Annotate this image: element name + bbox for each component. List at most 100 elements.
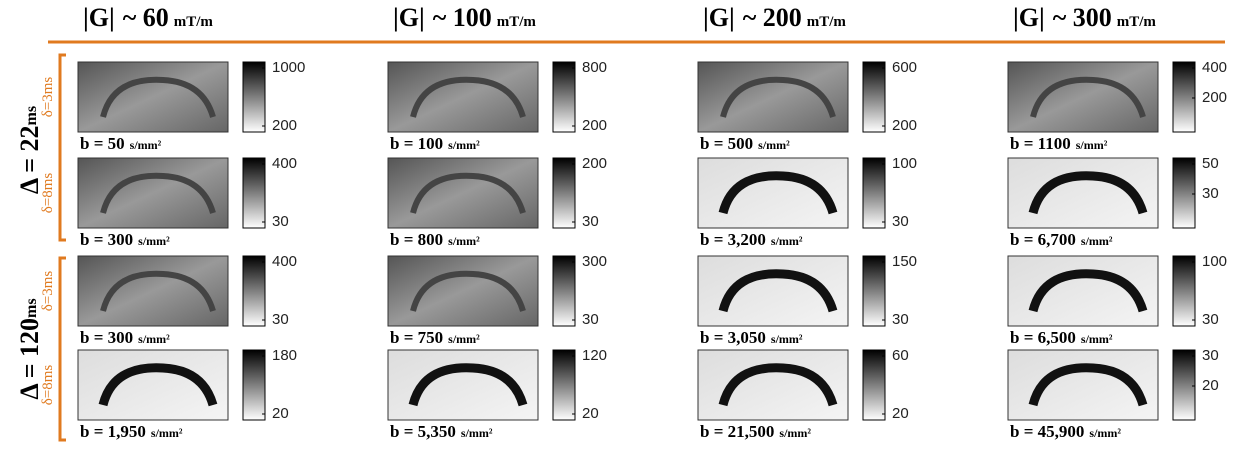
- delta-unit: ms: [23, 298, 40, 318]
- colorbar-label: 200: [582, 155, 607, 172]
- header-g: |G|: [703, 3, 735, 32]
- tick-text: 100: [1202, 253, 1227, 270]
- colorbar-label: 300: [582, 253, 607, 270]
- b-unit: s/mm²: [151, 426, 183, 440]
- colorbar-label: 200: [1202, 89, 1227, 106]
- tick-text: 1000: [272, 59, 305, 76]
- b-value: b = 45,900 s/mm²: [1010, 422, 1121, 441]
- b-text: b = 45,900: [1010, 422, 1084, 441]
- colorbar-label: 20: [892, 405, 909, 422]
- tick-text: 60: [892, 347, 909, 364]
- tick-text: 600: [892, 59, 917, 76]
- header-unit: mT/m: [174, 14, 214, 30]
- b-text: b = 21,500: [700, 422, 774, 441]
- colorbar: [1172, 157, 1196, 229]
- tick-text: 200: [1202, 89, 1227, 106]
- tick-text: 30: [272, 213, 289, 230]
- b-unit: s/mm²: [771, 234, 803, 248]
- b-unit: s/mm²: [138, 332, 170, 346]
- header-unit: mT/m: [807, 14, 847, 30]
- colorbar-label: 200: [582, 117, 607, 134]
- b-value: b = 500 s/mm²: [700, 134, 790, 153]
- tick-text: 20: [892, 405, 909, 422]
- tick-text: 20: [1202, 377, 1219, 394]
- b-unit: s/mm²: [1081, 234, 1113, 248]
- tick-text: 800: [582, 59, 607, 76]
- b-unit: s/mm²: [758, 138, 790, 152]
- column-header: |G| ~ 300 mT/m: [1013, 3, 1156, 32]
- tick-text: 30: [272, 311, 289, 328]
- header-value: ~ 60: [123, 3, 169, 32]
- corpus-callosum: [100, 270, 216, 312]
- colorbar: [1172, 61, 1196, 133]
- b-value: b = 1,950 s/mm²: [80, 422, 183, 441]
- delta-small-text: δ=8ms: [40, 365, 56, 406]
- colorbar-label: 30: [1202, 347, 1219, 364]
- b-unit: s/mm²: [461, 426, 493, 440]
- tick-text: 20: [272, 405, 289, 422]
- group-label: Δ = 120ms: [15, 298, 44, 399]
- tick-text: 200: [582, 117, 607, 134]
- colorbar: [242, 349, 266, 421]
- column-header: |G| ~ 200 mT/m: [703, 3, 846, 32]
- tick-text: 200: [272, 117, 297, 134]
- tick-text: 30: [582, 213, 599, 230]
- tick-text: 400: [272, 155, 297, 172]
- b-unit: s/mm²: [138, 234, 170, 248]
- colorbar-label: 180: [272, 347, 297, 364]
- colorbar-label: 50: [1202, 155, 1219, 172]
- tick-text: 400: [1202, 59, 1227, 76]
- colorbar: [242, 61, 266, 133]
- tick-text: 300: [582, 253, 607, 270]
- colorbar-label: 30: [272, 213, 289, 230]
- corpus-callosum: [718, 363, 838, 407]
- tick-text: 50: [1202, 155, 1219, 172]
- colorbar: [862, 61, 886, 133]
- corpus-callosum: [410, 172, 526, 214]
- header-value: ~ 100: [433, 3, 492, 32]
- colorbar: [552, 61, 576, 133]
- colorbar: [552, 349, 576, 421]
- delta-small: δ=3ms: [40, 271, 56, 312]
- b-unit: s/mm²: [130, 138, 162, 152]
- b-text: b = 5,350: [390, 422, 456, 441]
- colorbar-label: 1000: [272, 59, 305, 76]
- b-value: b = 5,350 s/mm²: [390, 422, 493, 441]
- b-unit: s/mm²: [448, 138, 480, 152]
- corpus-callosum: [410, 270, 526, 312]
- b-text: b = 3,050: [700, 328, 766, 347]
- b-unit: s/mm²: [448, 332, 480, 346]
- b-text: b = 300: [80, 328, 133, 347]
- b-value: b = 300 s/mm²: [80, 230, 170, 249]
- delta-small-text: δ=8ms: [40, 173, 56, 214]
- b-value: b = 100 s/mm²: [390, 134, 480, 153]
- b-value: b = 6,500 s/mm²: [1010, 328, 1113, 347]
- colorbar: [862, 255, 886, 327]
- colorbar-label: 800: [582, 59, 607, 76]
- corpus-callosum: [410, 76, 526, 118]
- colorbar-label: 600: [892, 59, 917, 76]
- b-unit: s/mm²: [1076, 138, 1108, 152]
- delta-small-text: δ=3ms: [40, 77, 56, 118]
- corpus-callosum: [1028, 363, 1148, 407]
- b-unit: s/mm²: [448, 234, 480, 248]
- delta-label: Δ = 120: [15, 318, 44, 400]
- tick-text: 30: [1202, 185, 1219, 202]
- colorbar-label: 120: [582, 347, 607, 364]
- b-value: b = 300 s/mm²: [80, 328, 170, 347]
- colorbar-label: 400: [272, 155, 297, 172]
- corpus-callosum: [408, 363, 528, 407]
- delta-unit: ms: [23, 106, 40, 126]
- b-text: b = 500: [700, 134, 753, 153]
- header-unit: mT/m: [497, 14, 537, 30]
- b-value: b = 50 s/mm²: [80, 134, 162, 153]
- colorbar-label: 400: [272, 253, 297, 270]
- column-header: |G| ~ 60 mT/m: [83, 3, 213, 32]
- tick-text: 200: [892, 117, 917, 134]
- colorbar-label: 60: [892, 347, 909, 364]
- delta-label: Δ = 22: [15, 125, 44, 194]
- delta-small: δ=8ms: [40, 365, 56, 406]
- tick-text: 200: [582, 155, 607, 172]
- corpus-callosum: [1028, 171, 1148, 215]
